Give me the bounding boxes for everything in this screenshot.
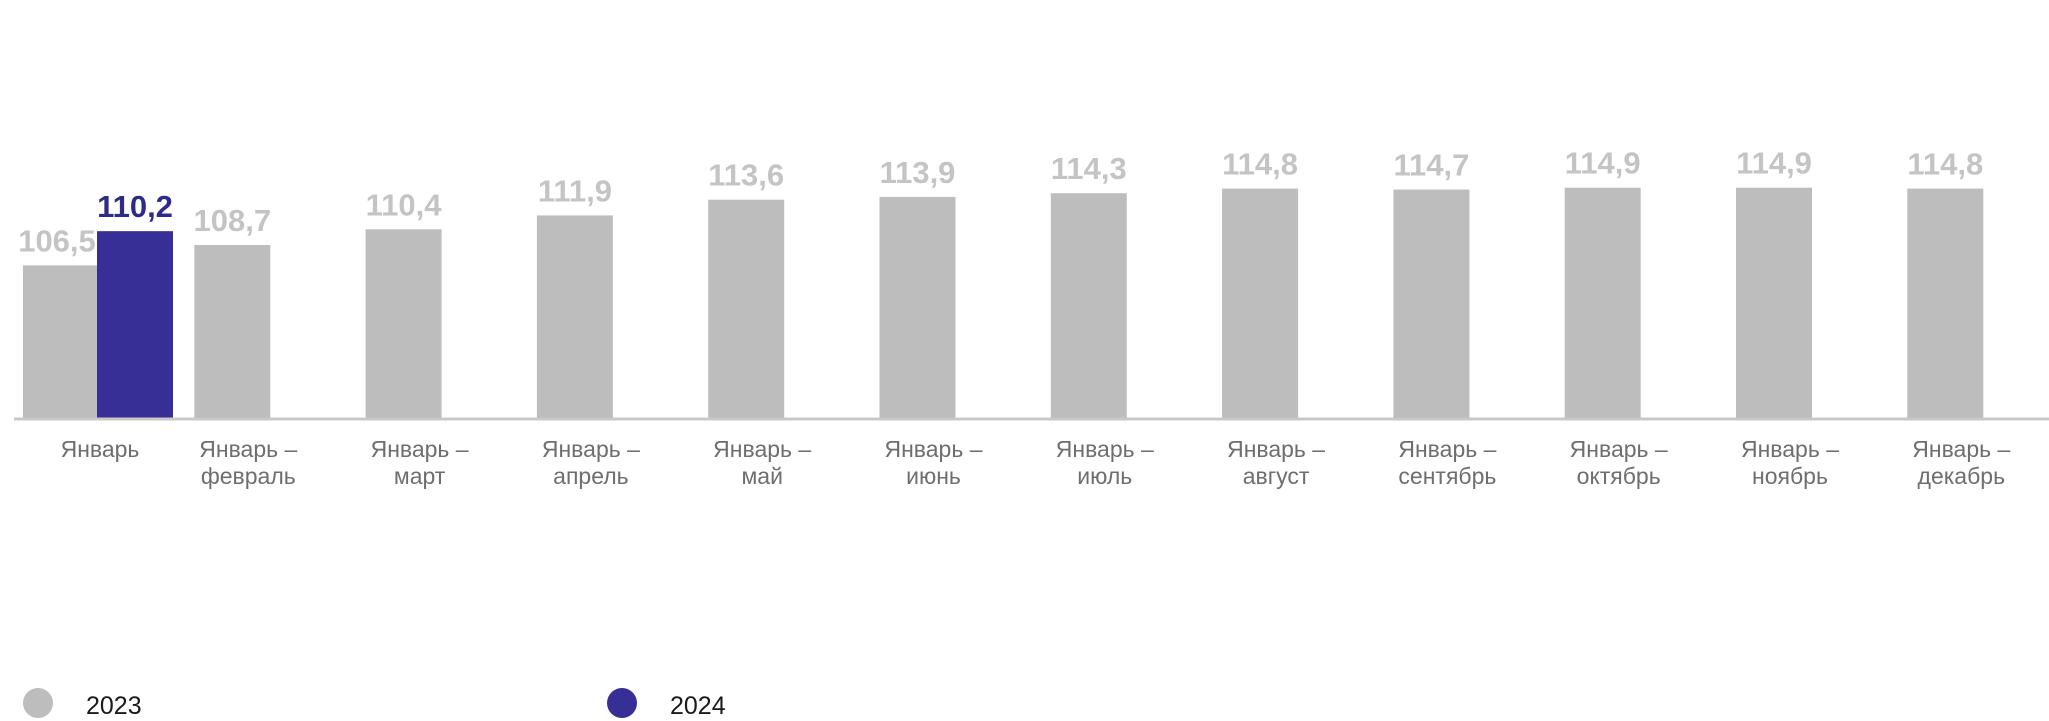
data-label-2023-7: 114,8 xyxy=(1222,147,1298,182)
x-tick-label-7-1: август xyxy=(1243,463,1310,489)
x-tick-label-4-0: Январь – xyxy=(713,436,811,462)
bar-2023-7 xyxy=(1222,188,1299,418)
x-tick-label-8-0: Январь – xyxy=(1398,436,1496,462)
data-label-2023-6: 114,3 xyxy=(1051,151,1127,186)
x-tick-label-1-0: Январь – xyxy=(199,436,297,462)
bar-2023-1 xyxy=(194,245,271,418)
legend-label-2023: 2023 xyxy=(86,691,142,720)
legend-swatch-2023 xyxy=(23,688,53,718)
bar-2023-5 xyxy=(879,196,956,418)
bar-2023-0 xyxy=(23,265,99,418)
x-tick-label-4-1: май xyxy=(741,463,782,489)
x-tick-label-10-1: ноябрь xyxy=(1752,463,1828,489)
x-tick-label-7-0: Январь – xyxy=(1227,436,1325,462)
legend-swatch-2024 xyxy=(607,688,637,718)
legend-label-2024: 2024 xyxy=(670,691,726,720)
bar-2023-10 xyxy=(1736,187,1812,418)
data-label-2023-0: 106,5 xyxy=(18,223,96,258)
bar-2023-8 xyxy=(1393,189,1470,418)
data-label-2023-5: 113,9 xyxy=(880,155,956,190)
x-tick-label-6-0: Январь – xyxy=(1056,436,1154,462)
data-label-2023-8: 114,7 xyxy=(1393,148,1469,183)
bar-2023-2 xyxy=(365,229,442,418)
x-tick-label-5-1: июнь xyxy=(906,463,961,489)
bar-2023-4 xyxy=(708,199,785,418)
x-tick-label-0-0: Январь xyxy=(61,436,140,462)
legend-item-2024: 2024 xyxy=(607,688,726,720)
x-tick-label-10-0: Январь – xyxy=(1741,436,1839,462)
data-label-2023-1: 108,7 xyxy=(194,203,272,238)
bar-2023-6 xyxy=(1050,193,1127,418)
x-tick-label-2-1: март xyxy=(394,463,446,489)
data-label-2023-10: 114,9 xyxy=(1736,146,1812,181)
x-tick-label-1-1: февраль xyxy=(201,463,296,489)
bar-2024-0 xyxy=(97,231,173,418)
legend-item-2023: 2023 xyxy=(23,688,142,720)
x-tick-label-2-0: Январь – xyxy=(371,436,469,462)
x-tick-label-3-0: Январь – xyxy=(542,436,640,462)
bars-layer xyxy=(23,187,1984,418)
x-tick-label-8-1: сентябрь xyxy=(1398,463,1496,489)
x-tick-label-11-0: Январь – xyxy=(1912,436,2010,462)
x-tick-label-9-0: Январь – xyxy=(1570,436,1668,462)
bar-2023-3 xyxy=(536,215,613,418)
data-label-2023-3: 111,9 xyxy=(538,173,612,208)
data-label-2023-9: 114,9 xyxy=(1565,146,1641,181)
x-tick-label-5-0: Январь – xyxy=(884,436,982,462)
x-tick-label-9-1: октябрь xyxy=(1577,463,1661,489)
bar-2023-9 xyxy=(1564,187,1641,418)
bar-2023-11 xyxy=(1907,188,1984,418)
x-tick-label-11-1: декабрь xyxy=(1918,463,2006,489)
data-label-2024-0: 110,2 xyxy=(97,189,173,224)
x-tick-label-6-1: июль xyxy=(1077,463,1132,489)
data-label-2023-4: 113,6 xyxy=(708,158,784,193)
data-label-2023-2: 110,4 xyxy=(366,187,443,222)
data-label-2023-11: 114,8 xyxy=(1907,147,1983,182)
x-tick-label-3-1: апрель xyxy=(553,463,628,489)
